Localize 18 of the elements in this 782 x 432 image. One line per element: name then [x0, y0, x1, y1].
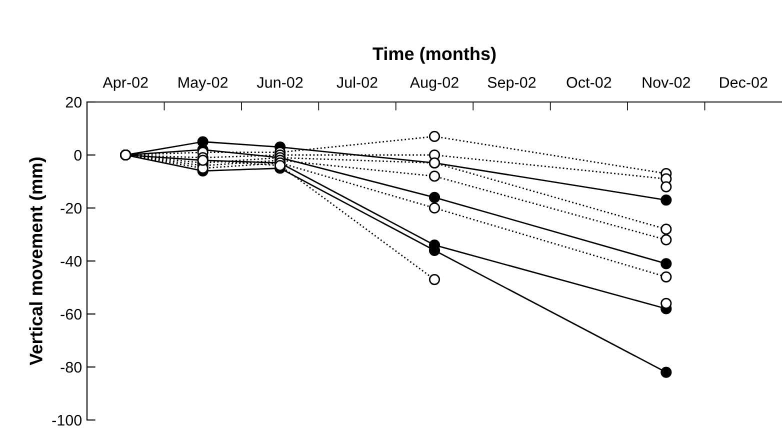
x-axis-title: Time (months) — [372, 46, 496, 64]
x-tick-label: Aug-02 — [410, 77, 458, 91]
y-tick-label: 0 — [74, 150, 82, 161]
x-tick-label: May-02 — [178, 77, 228, 91]
x-tick-label: Nov-02 — [642, 77, 690, 88]
x-tick-label: Sep-02 — [488, 77, 536, 91]
x-tick-label: Jun-02 — [256, 77, 303, 88]
x-tick-label: Jul-02 — [336, 76, 378, 88]
x-tick-label: Dec-02 — [720, 77, 768, 88]
x-tick-label: Oct-02 — [566, 77, 612, 88]
y-tick-label: -100 — [52, 414, 82, 426]
x-tick-label: Apr-02 — [102, 77, 148, 91]
y-tick-label: -80 — [60, 362, 82, 373]
y-tick-label: -40 — [60, 256, 82, 267]
y-axis-title: Vertical movement (mm) — [29, 158, 46, 366]
y-tick-label: -60 — [60, 308, 82, 320]
y-tick-label: -20 — [60, 202, 82, 214]
y-tick-label: 20 — [66, 96, 82, 108]
